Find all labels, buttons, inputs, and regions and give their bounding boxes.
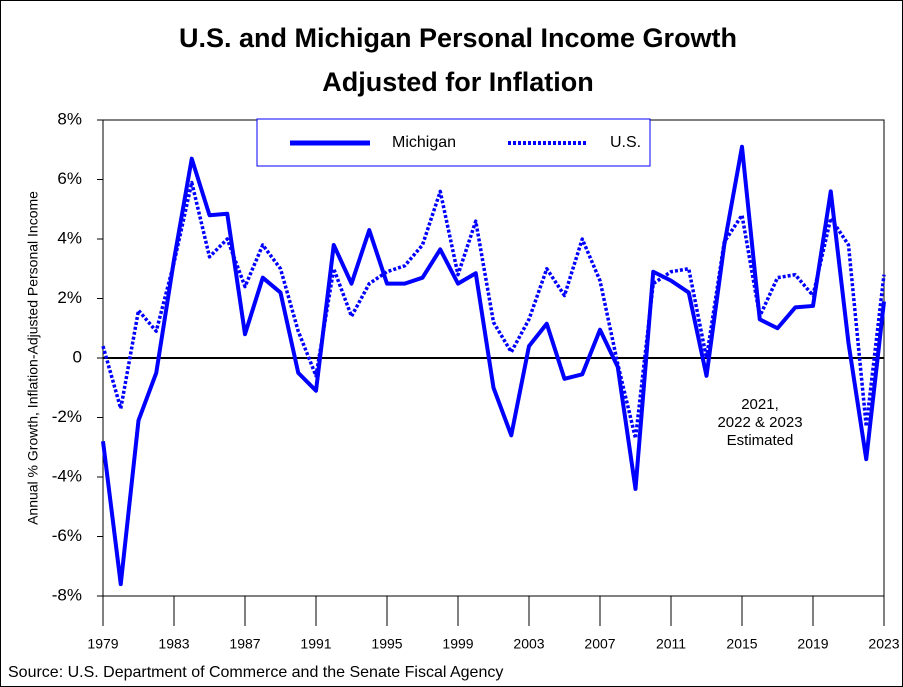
legend-label: U.S. bbox=[610, 134, 641, 151]
y-tick-label: 6% bbox=[57, 169, 82, 188]
y-tick-label: 8% bbox=[57, 109, 82, 128]
annotation: Estimated bbox=[727, 432, 794, 449]
x-tick-label: 1979 bbox=[87, 636, 118, 652]
x-tick-label: 2019 bbox=[797, 636, 828, 652]
chart-title: U.S. and Michigan Personal Income Growth bbox=[179, 23, 737, 53]
legend-label: Michigan bbox=[392, 134, 456, 151]
x-tick-label: 1987 bbox=[229, 636, 260, 652]
x-tick-label: 1983 bbox=[158, 636, 189, 652]
annotation: 2022 & 2023 bbox=[717, 414, 802, 431]
x-tick-label: 2007 bbox=[584, 636, 615, 652]
x-tick-label: 2015 bbox=[726, 636, 757, 652]
y-tick-label: 2% bbox=[57, 288, 82, 307]
x-tick-label: 1999 bbox=[442, 636, 473, 652]
x-tick-label: 1995 bbox=[371, 636, 402, 652]
y-tick-label: -2% bbox=[52, 407, 82, 426]
y-tick-label: 4% bbox=[57, 228, 82, 247]
x-tick-label: 2023 bbox=[868, 636, 899, 652]
y-tick-label: -8% bbox=[52, 585, 82, 604]
source: Source: U.S. Department of Commerce and … bbox=[8, 664, 503, 681]
annotation: 2021, bbox=[741, 396, 779, 413]
y-axis-label: Annual % Growth, Inflation-Adjusted Pers… bbox=[25, 191, 41, 525]
x-tick-label: 2011 bbox=[656, 636, 686, 652]
series-line bbox=[101, 180, 886, 441]
y-tick-label: -4% bbox=[52, 466, 82, 485]
x-tick-label: 1991 bbox=[300, 636, 331, 652]
y-tick-label: 0 bbox=[73, 347, 82, 366]
y-tick-label: -6% bbox=[52, 526, 82, 545]
chart-subtitle: Adjusted for Inflation bbox=[322, 67, 593, 97]
x-tick-label: 2003 bbox=[513, 636, 544, 652]
